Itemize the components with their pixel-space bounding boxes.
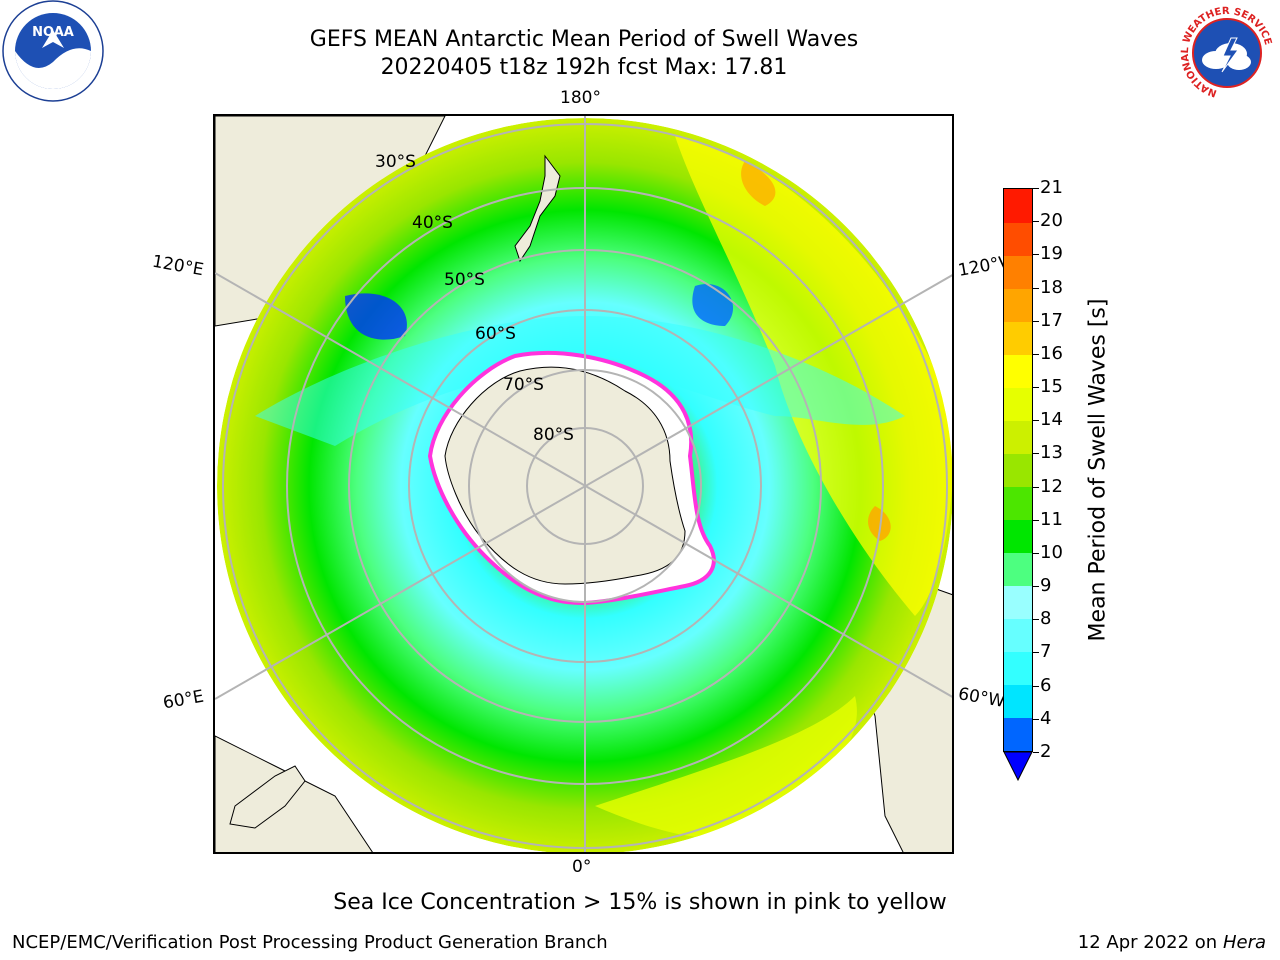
- polar-map: [215, 116, 952, 852]
- colorbar-tick-label: 16: [1040, 342, 1063, 364]
- noaa-logo-text: NOAA: [32, 25, 74, 40]
- nws-logo: NATIONAL WEATHER SERVICE: [1178, 4, 1276, 102]
- colorbar-tick-label: 8: [1040, 608, 1052, 630]
- lat-label-40s: 40°S: [412, 213, 453, 233]
- colorbar-tick-mark: [1033, 353, 1039, 355]
- colorbar-segment: [1004, 519, 1032, 554]
- colorbar-tick-label: 21: [1040, 177, 1063, 198]
- polar-map-frame: [213, 114, 954, 854]
- colorbar-segment: [1004, 618, 1032, 653]
- colorbar-tick-mark: [1033, 221, 1039, 223]
- colorbar-tick-mark: [1033, 685, 1039, 687]
- colorbar-tick-label: 6: [1040, 674, 1052, 696]
- colorbar: [1003, 188, 1033, 752]
- colorbar-tick-mark: [1033, 652, 1039, 654]
- colorbar-tick-label: 14: [1040, 409, 1063, 431]
- colorbar-segment: [1004, 222, 1032, 256]
- colorbar-label: Mean Period of Swell Waves [s]: [1085, 298, 1111, 642]
- lat-label-50s: 50°S: [444, 270, 485, 290]
- colorbar-segment: [1004, 387, 1032, 421]
- colorbar-tick-label: 19: [1040, 243, 1063, 265]
- lat-label-30s: 30°S: [375, 152, 416, 172]
- lon-label-0: 0°: [572, 857, 592, 877]
- colorbar-tick-label: 4: [1040, 707, 1052, 729]
- colorbar-tick-label: 15: [1040, 376, 1063, 398]
- colorbar-segment: [1004, 552, 1032, 587]
- colorbar-tick-label: 20: [1040, 210, 1063, 232]
- colorbar-tick-mark: [1033, 586, 1039, 588]
- colorbar-tick-mark: [1033, 752, 1039, 753]
- colorbar-segment: [1004, 585, 1032, 620]
- colorbar-extend-arrow: [1003, 752, 1033, 782]
- colorbar-tick-mark: [1033, 718, 1039, 720]
- graticule: [215, 116, 952, 852]
- chart-title: GEFS MEAN Antarctic Mean Period of Swell…: [309, 27, 859, 52]
- colorbar-tick-label: 9: [1040, 575, 1052, 597]
- lon-label-60e: 60°E: [161, 686, 206, 714]
- credit-text: NCEP/EMC/Verification Post Processing Pr…: [12, 932, 608, 953]
- colorbar-segment: [1004, 453, 1032, 488]
- chart-subtitle: 20220405 t18z 192h fcst Max: 17.81: [380, 55, 788, 80]
- colorbar-tick-label: 10: [1040, 541, 1063, 563]
- colorbar-tick-label: 13: [1040, 442, 1063, 464]
- orange-patch-2: [868, 506, 891, 541]
- colorbar-tick-label: 7: [1040, 641, 1052, 663]
- lon-label-180: 180°: [560, 88, 601, 108]
- sea-ice-footnote: Sea Ice Concentration > 15% is shown in …: [333, 890, 947, 915]
- colorbar-tick-label: 17: [1040, 309, 1063, 331]
- colorbar-segment: [1004, 684, 1032, 719]
- host-name: Hera: [1222, 932, 1266, 953]
- colorbar-tick-mark: [1033, 486, 1039, 488]
- colorbar-segment: [1004, 486, 1032, 521]
- antarctica-land: [444, 366, 686, 585]
- colorbar-tick-mark: [1033, 287, 1039, 289]
- colorbar-segment: [1004, 420, 1032, 454]
- cyan-band: [255, 316, 905, 446]
- madagascar-land: [229, 765, 306, 829]
- colorbar-tick-mark: [1033, 420, 1039, 422]
- colorbar-tick-label: 12: [1040, 475, 1063, 497]
- colorbar-segment: [1004, 321, 1032, 355]
- colorbar-tick-mark: [1033, 188, 1039, 189]
- lat-label-60s: 60°S: [475, 324, 516, 344]
- colorbar-tick-label: 18: [1040, 276, 1063, 298]
- blue-swell-zone: [345, 293, 407, 340]
- colorbar-segment: [1004, 189, 1032, 223]
- colorbar-tick-label: 2: [1040, 741, 1052, 762]
- colorbar-tick-label: 11: [1040, 508, 1063, 530]
- lon-label-60w: 60°W: [956, 684, 1007, 712]
- colorbar-segment: [1004, 255, 1032, 289]
- colorbar-segment: [1004, 354, 1032, 388]
- colorbar-tick-mark: [1033, 254, 1039, 256]
- colorbar-segment: [1004, 288, 1032, 322]
- colorbar-tick-mark: [1033, 519, 1039, 521]
- lat-label-80s: 80°S: [533, 425, 574, 445]
- colorbar-tick-mark: [1033, 387, 1039, 389]
- noaa-logo: NOAA: [2, 0, 104, 102]
- date-host-text: 12 Apr 2022 on Hera: [1078, 932, 1266, 953]
- colorbar-tick-mark: [1033, 320, 1039, 322]
- colorbar-tick-mark: [1033, 453, 1039, 455]
- lon-label-120e: 120°E: [150, 251, 206, 281]
- orange-patch: [741, 161, 776, 206]
- lat-label-70s: 70°S: [503, 375, 544, 395]
- run-date: 12 Apr 2022 on: [1077, 932, 1223, 953]
- colorbar-segment: [1004, 717, 1032, 752]
- colorbar-segment: [1004, 651, 1032, 686]
- colorbar-tick-mark: [1033, 619, 1039, 621]
- colorbar-tick-mark: [1033, 552, 1039, 554]
